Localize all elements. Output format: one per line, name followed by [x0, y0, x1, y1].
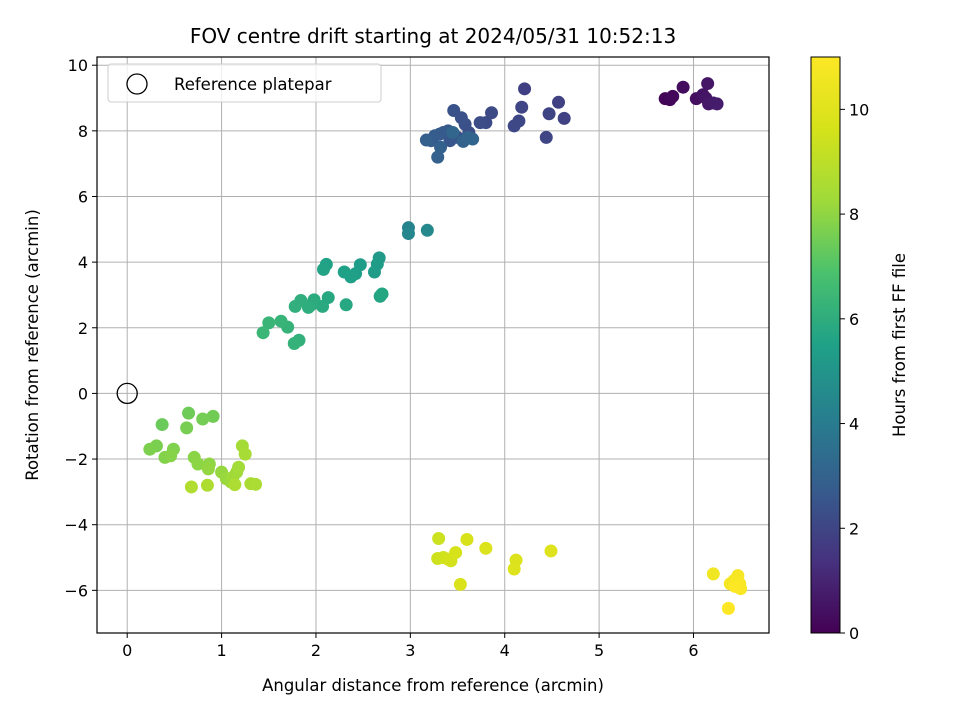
x-tick-label: 2 [311, 641, 321, 660]
chart-title: FOV centre drift starting at 2024/05/31 … [190, 24, 676, 48]
y-tick-label: 0 [78, 384, 88, 403]
reference-point [116, 382, 138, 405]
data-point [432, 531, 446, 545]
data-point [184, 480, 198, 494]
plot-frame [96, 56, 770, 634]
y-tick-label: −4 [64, 516, 88, 535]
data-point [446, 125, 460, 139]
data-point [431, 150, 445, 164]
y-tick-label: −6 [64, 581, 88, 600]
data-point [539, 130, 553, 144]
y-tick-label: 10 [68, 56, 88, 75]
y-tick-label: 2 [78, 319, 88, 338]
data-point [317, 262, 331, 276]
data-point [249, 477, 263, 491]
colorbar-tick-label: 10 [849, 100, 869, 119]
data-point [262, 316, 276, 330]
data-point [515, 100, 529, 114]
colorbar-tick-label: 4 [849, 415, 859, 434]
data-point [339, 298, 353, 312]
colorbar-ticks: 0 2 4 6 8 10 [840, 100, 869, 643]
y-tick-label: −2 [64, 450, 88, 469]
x-tick-label: 6 [688, 641, 698, 660]
data-point [666, 89, 680, 103]
data-point [287, 337, 301, 351]
data-points [143, 77, 748, 615]
data-point [367, 265, 381, 279]
legend: Reference platepar [107, 63, 382, 103]
data-point [288, 299, 302, 313]
colorbar-gradient [810, 56, 841, 634]
data-point [728, 579, 742, 593]
data-point [453, 577, 467, 591]
data-point [473, 116, 487, 130]
data-point [201, 462, 215, 476]
data-point [337, 265, 351, 279]
data-point [143, 442, 157, 456]
x-tick-label: 1 [216, 641, 226, 660]
data-point [180, 421, 194, 435]
x-axis-ticks: 0 1 2 3 4 5 6 [122, 633, 699, 660]
colorbar: 0 2 4 6 8 10 Hours from first FF file [810, 56, 909, 643]
data-point [375, 287, 389, 301]
data-point [701, 77, 715, 91]
legend-box [107, 63, 382, 103]
legend-reference-marker [126, 73, 148, 95]
data-point [401, 227, 415, 241]
data-point [721, 601, 735, 615]
x-tick-label: 3 [405, 641, 415, 660]
data-point [557, 111, 571, 125]
data-point [420, 223, 434, 237]
data-point [419, 133, 433, 147]
x-axis-label: Angular distance from reference (arcmin) [262, 676, 604, 695]
data-point [164, 449, 178, 463]
y-axis-ticks: −6 −4 −2 0 2 4 6 8 10 [64, 56, 97, 600]
data-point [544, 544, 558, 558]
data-point [706, 567, 720, 581]
colorbar-tick-label: 6 [849, 310, 859, 329]
reference-marker [116, 382, 138, 405]
data-point [155, 418, 169, 432]
legend-label: Reference platepar [174, 75, 332, 94]
plot-area: 0 1 2 3 4 5 6 −6 −4 −2 0 2 4 6 8 10 [64, 56, 770, 660]
y-tick-label: 4 [78, 253, 88, 272]
data-point [238, 447, 252, 461]
data-point [274, 314, 288, 328]
data-point [191, 457, 205, 471]
colorbar-tick-label: 2 [849, 519, 859, 538]
x-tick-label: 0 [122, 641, 132, 660]
data-point [466, 132, 480, 146]
data-point [196, 412, 210, 426]
data-point [200, 478, 214, 492]
data-point [552, 95, 566, 109]
y-tick-label: 6 [78, 187, 88, 206]
x-tick-label: 4 [500, 641, 510, 660]
y-tick-label: 8 [78, 122, 88, 141]
data-point [447, 103, 461, 117]
data-point [710, 97, 724, 111]
data-point [479, 541, 493, 555]
data-point [434, 140, 448, 154]
data-point [256, 326, 270, 340]
data-point [206, 409, 220, 423]
data-point [182, 406, 196, 420]
data-point [228, 478, 242, 492]
data-point [542, 107, 556, 121]
data-point [232, 460, 246, 474]
colorbar-label: Hours from first FF file [890, 253, 909, 437]
data-point [485, 106, 499, 120]
data-point [449, 546, 463, 560]
x-tick-label: 5 [594, 641, 604, 660]
data-point [518, 82, 532, 96]
data-point [507, 119, 521, 133]
data-point [676, 80, 690, 94]
colorbar-tick-label: 0 [849, 624, 859, 643]
data-point [460, 532, 474, 546]
colorbar-tick-label: 8 [849, 205, 859, 224]
data-point [507, 562, 521, 576]
y-axis-label: Rotation from reference (arcmin) [23, 209, 42, 481]
